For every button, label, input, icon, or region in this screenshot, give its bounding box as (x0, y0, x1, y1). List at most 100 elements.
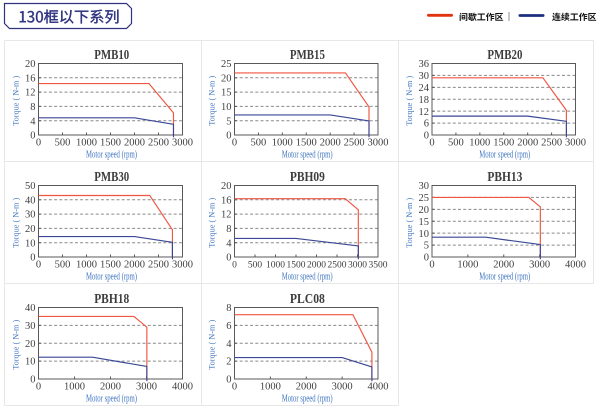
svg-text:0: 0 (30, 253, 35, 264)
svg-text:40: 40 (25, 195, 36, 206)
svg-text:1000: 1000 (457, 260, 478, 271)
svg-text:0: 0 (429, 260, 434, 271)
svg-text:Torque ( N-m ): Torque ( N-m ) (11, 198, 21, 248)
svg-text:16: 16 (221, 195, 232, 206)
svg-text:3000: 3000 (172, 260, 193, 271)
svg-text:2: 2 (226, 357, 231, 368)
svg-text:1000: 1000 (469, 138, 490, 149)
svg-text:PLC08: PLC08 (290, 292, 325, 307)
svg-text:10: 10 (419, 229, 430, 240)
svg-text:Torque ( N-m ): Torque ( N-m ) (404, 198, 414, 248)
svg-text:6: 6 (424, 119, 429, 130)
svg-text:PBH18: PBH18 (94, 292, 129, 307)
svg-text:2500: 2500 (328, 261, 347, 271)
svg-text:Motor speed (rpm): Motor speed (rpm) (86, 150, 137, 161)
svg-text:Motor speed (rpm): Motor speed (rpm) (282, 150, 333, 161)
svg-text:2500: 2500 (148, 138, 169, 149)
svg-text:2500: 2500 (344, 138, 365, 149)
svg-text:0: 0 (429, 138, 434, 149)
svg-text:15: 15 (221, 88, 232, 99)
svg-text:40: 40 (25, 303, 36, 314)
svg-text:0: 0 (424, 253, 429, 264)
svg-text:0: 0 (424, 131, 429, 142)
svg-text:8: 8 (30, 102, 35, 113)
svg-text:Motor speed (rpm): Motor speed (rpm) (282, 272, 333, 283)
svg-text:2000: 2000 (100, 382, 121, 393)
svg-text:1500: 1500 (287, 261, 306, 271)
svg-text:18: 18 (419, 95, 430, 106)
svg-text:15: 15 (419, 217, 430, 228)
svg-text:3000: 3000 (348, 261, 367, 271)
svg-text:30: 30 (419, 181, 430, 192)
svg-text:30: 30 (419, 71, 430, 82)
svg-text:2000: 2000 (517, 138, 538, 149)
svg-text:1500: 1500 (296, 138, 317, 149)
svg-text:50: 50 (25, 181, 36, 192)
svg-text:4000: 4000 (172, 382, 193, 393)
svg-text:Motor speed (rpm): Motor speed (rpm) (479, 150, 530, 161)
svg-text:1000: 1000 (272, 138, 293, 149)
svg-text:1000: 1000 (266, 261, 285, 271)
svg-text:1000: 1000 (260, 382, 281, 393)
svg-text:1500: 1500 (100, 138, 121, 149)
svg-text:4000: 4000 (565, 260, 586, 271)
svg-text:3000: 3000 (565, 138, 586, 149)
svg-text:4: 4 (30, 116, 36, 127)
svg-text:Motor speed (rpm): Motor speed (rpm) (479, 272, 530, 283)
svg-text:500: 500 (55, 138, 71, 149)
svg-text:12: 12 (419, 107, 430, 118)
svg-text:3000: 3000 (368, 138, 389, 149)
svg-text:3500: 3500 (369, 261, 388, 271)
svg-text:20: 20 (25, 59, 36, 70)
svg-text:30: 30 (25, 210, 36, 221)
svg-text:8: 8 (226, 303, 231, 314)
svg-text:PMB15: PMB15 (290, 48, 325, 63)
svg-text:0: 0 (36, 138, 41, 149)
svg-text:3000: 3000 (136, 382, 157, 393)
svg-text:PMB10: PMB10 (94, 48, 129, 63)
svg-text:500: 500 (248, 261, 263, 271)
svg-text:Motor speed (rpm): Motor speed (rpm) (282, 394, 333, 405)
svg-text:0: 0 (36, 260, 41, 271)
svg-text:0: 0 (226, 131, 231, 142)
svg-text:0: 0 (30, 131, 35, 142)
svg-text:1000: 1000 (64, 382, 85, 393)
svg-text:2500: 2500 (148, 260, 169, 271)
svg-text:Motor speed (rpm): Motor speed (rpm) (86, 272, 137, 283)
svg-text:1000: 1000 (76, 260, 97, 271)
svg-text:8: 8 (226, 224, 231, 235)
svg-text:0: 0 (226, 253, 231, 264)
svg-text:Torque ( N-m ): Torque ( N-m ) (207, 76, 217, 126)
svg-text:PMB30: PMB30 (94, 170, 129, 185)
svg-text:30: 30 (25, 321, 36, 332)
svg-text:PMB20: PMB20 (487, 48, 522, 63)
svg-text:20: 20 (25, 339, 36, 350)
svg-text:3000: 3000 (172, 138, 193, 149)
svg-text:Motor speed (rpm): Motor speed (rpm) (86, 394, 137, 405)
svg-text:3000: 3000 (332, 382, 353, 393)
svg-text:10: 10 (221, 102, 232, 113)
svg-text:20: 20 (419, 205, 430, 216)
svg-text:12: 12 (221, 210, 232, 221)
svg-text:20: 20 (25, 224, 36, 235)
svg-text:5: 5 (424, 241, 429, 252)
svg-text:2000: 2000 (124, 260, 145, 271)
svg-text:2000: 2000 (493, 260, 514, 271)
svg-text:5: 5 (226, 116, 231, 127)
svg-text:0: 0 (30, 375, 35, 386)
svg-text:25: 25 (221, 59, 232, 70)
svg-text:3000: 3000 (529, 260, 550, 271)
svg-text:0: 0 (232, 382, 237, 393)
svg-text:20: 20 (221, 181, 232, 192)
svg-text:25: 25 (419, 193, 430, 204)
svg-text:0: 0 (36, 382, 41, 393)
svg-text:Torque ( N-m ): Torque ( N-m ) (11, 320, 21, 370)
svg-text:6: 6 (226, 321, 231, 332)
svg-text:20: 20 (221, 73, 232, 84)
svg-text:2000: 2000 (307, 261, 326, 271)
svg-text:2000: 2000 (320, 138, 341, 149)
svg-text:16: 16 (25, 73, 36, 84)
svg-text:1500: 1500 (493, 138, 514, 149)
svg-text:24: 24 (419, 83, 430, 94)
svg-text:Torque ( N-m ): Torque ( N-m ) (404, 76, 414, 126)
